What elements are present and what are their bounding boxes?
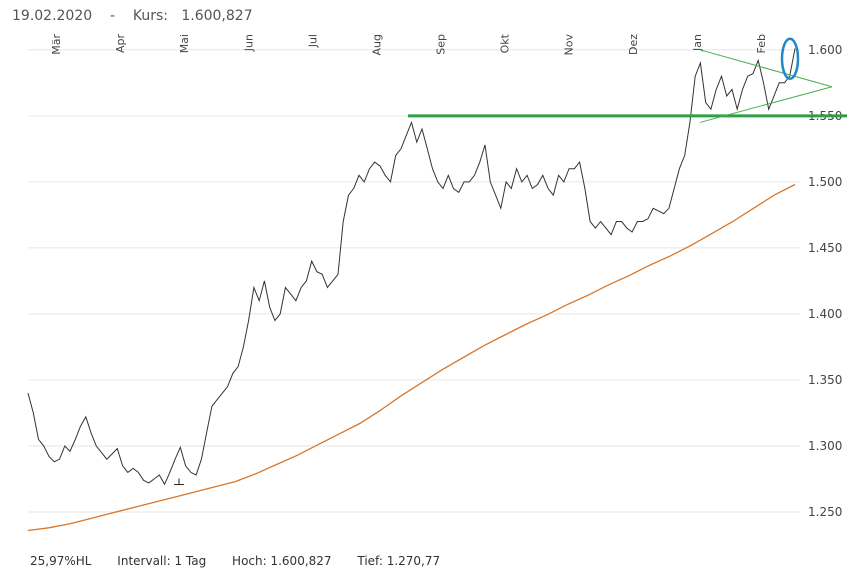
y-tick-label: 1.500 bbox=[808, 175, 842, 189]
highlight-circle bbox=[780, 37, 800, 80]
interval-label: Intervall: 1 Tag bbox=[117, 554, 207, 568]
month-label: Apr bbox=[114, 34, 127, 54]
low-label: Tief: 1.270,77 bbox=[357, 554, 441, 568]
month-label: Okt bbox=[499, 33, 512, 53]
month-label: Nov bbox=[563, 34, 576, 56]
y-tick-label: 1.400 bbox=[808, 307, 842, 321]
date-label: 19.02.2020 bbox=[12, 8, 93, 24]
moving-average-line bbox=[27, 183, 796, 532]
hl-percentage: 25,97%HL bbox=[30, 554, 92, 568]
month-label: Feb bbox=[755, 34, 768, 53]
kurs-value: 1.600,827 bbox=[181, 8, 253, 24]
month-label: Mai bbox=[178, 34, 191, 53]
chart-footer: 25,97%HL Intervall: 1 Tag Hoch: 1.600,82… bbox=[30, 554, 462, 568]
month-label: Dez bbox=[627, 34, 640, 55]
y-tick-label: 1.450 bbox=[808, 241, 842, 255]
y-tick-label: 1.300 bbox=[808, 439, 842, 453]
month-label: Aug bbox=[370, 34, 383, 55]
kurs-label: Kurs: bbox=[132, 8, 168, 24]
chart-header: 19.02.2020 - Kurs: 1.600,827 bbox=[12, 8, 253, 24]
month-label: Jun bbox=[242, 34, 255, 52]
high-label: Hoch: 1.600,827 bbox=[232, 554, 332, 568]
month-label: Mär bbox=[50, 34, 63, 55]
price-line bbox=[27, 48, 796, 486]
triangle-upper-line bbox=[699, 49, 833, 88]
month-label: Sep bbox=[435, 34, 448, 55]
y-tick-label: 1.600 bbox=[808, 43, 842, 57]
triangle-lower-line bbox=[699, 86, 833, 123]
y-tick-label: 1.350 bbox=[808, 373, 842, 387]
header-separator: - bbox=[109, 8, 116, 24]
month-label: Jul bbox=[306, 34, 319, 48]
y-tick-label: 1.250 bbox=[808, 505, 842, 519]
month-label: Jan bbox=[691, 34, 704, 52]
